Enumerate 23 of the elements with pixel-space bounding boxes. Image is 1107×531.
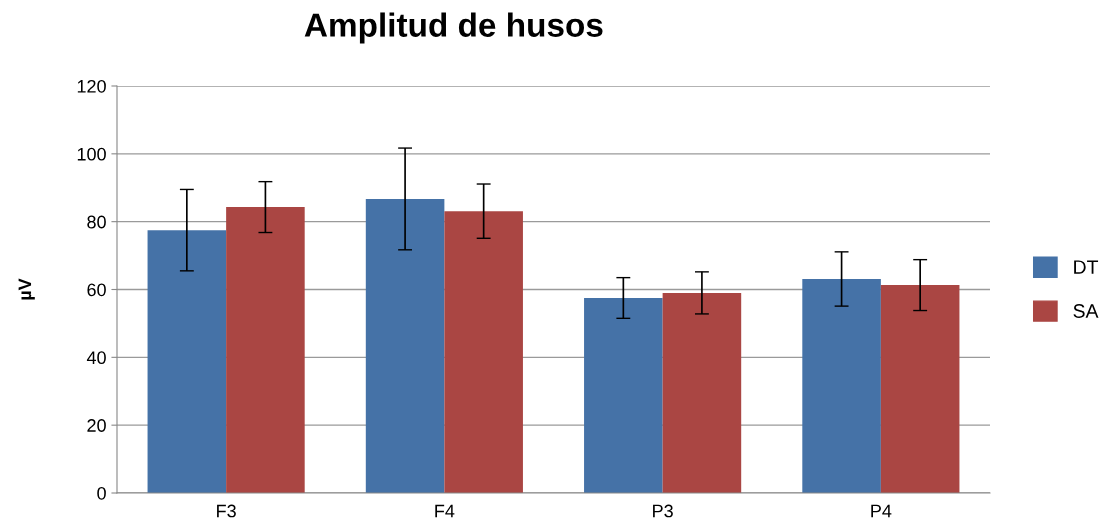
bar: [226, 207, 305, 493]
y-tick-label: 100: [77, 147, 106, 161]
chart-title: Amplitud de husos: [304, 12, 603, 44]
y-tick-label: 40: [86, 351, 106, 365]
bar: [365, 198, 445, 493]
y-tick-label: 20: [87, 419, 106, 432]
y-tick-label: 0: [97, 486, 106, 500]
y-tick-label: 80: [87, 215, 106, 229]
bar: [802, 278, 881, 493]
bar: [880, 285, 960, 493]
y-tick-label: 120: [77, 79, 106, 93]
bar: [584, 297, 663, 493]
legend-label: SA: [1073, 304, 1099, 318]
x-tick-label: P4: [871, 504, 892, 518]
x-tick-label: F3: [217, 504, 236, 518]
legend-label: DT: [1074, 260, 1099, 274]
bar: [147, 230, 227, 493]
x-tick-label: F4: [435, 504, 455, 518]
bar: [662, 292, 742, 493]
y-tick-label: 60: [87, 283, 106, 297]
bar: [444, 211, 523, 493]
y-axis-title: µV: [18, 278, 35, 300]
x-tick-label: P3: [653, 504, 673, 518]
